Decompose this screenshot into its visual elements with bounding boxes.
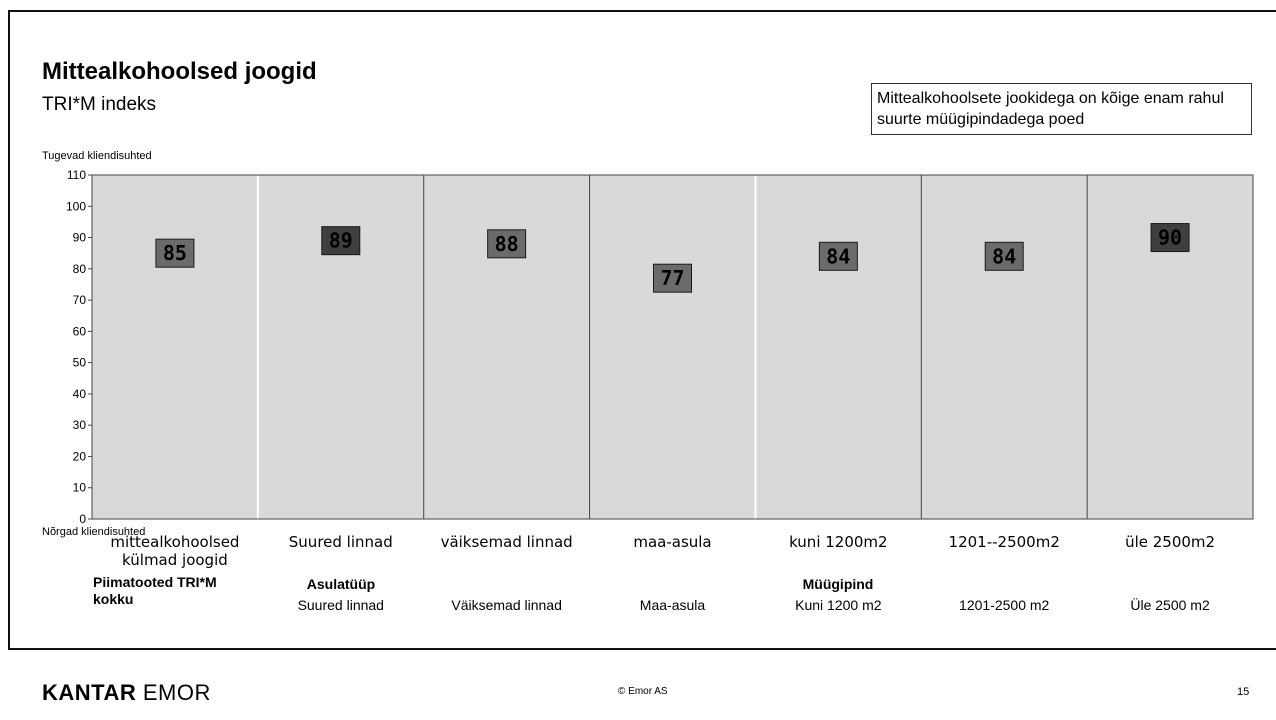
chart-panel [423,175,590,519]
category-label-line: mittealkohoolsed [110,533,240,551]
data-label: 84 [992,244,1016,268]
group-label-total: Piimatooted TRI*M kokku [93,574,217,608]
data-point-marker [653,263,692,293]
axis-bottom-label: Nõrgad kliendisuhted [42,526,146,538]
category-label: maa-asula [590,533,756,551]
page-subtitle: TRI*M indeks [42,94,157,115]
group-label-total-line1: Piimatooted TRI*M [93,574,217,590]
category-label-line: 1201--2500m2 [948,533,1060,551]
category-label: Suured linnad [258,533,424,551]
group-label-total-line2: kokku [93,591,134,607]
callout-box: Mittealkohoolsete jookidega on kõige ena… [871,83,1252,135]
y-tick-label: 90 [73,231,87,245]
data-label: 85 [163,241,187,265]
data-point-marker [1150,223,1190,253]
kantar-emor-logo: KANTAR EMOR [42,680,211,706]
slide-frame [8,10,1276,650]
logo-bold-text: KANTAR [42,680,137,705]
sub-label: Väiksemad linnad [451,597,562,613]
data-point-marker [818,241,858,271]
data-label: 84 [826,244,850,268]
category-label-line: Suured linnad [288,533,393,551]
category-label-line: kuni 1200m2 [789,533,888,551]
category-label-line: üle 2500m2 [1125,533,1216,551]
sub-label: Kuni 1200 m2 [795,597,882,613]
axis-top-label: Tugevad kliendisuhted [42,150,152,162]
y-tick-label: 30 [73,418,87,432]
sub-label: Üle 2500 m2 [1130,597,1210,613]
data-point-marker [321,226,361,256]
data-label: 89 [329,229,353,253]
chart-panel [589,175,756,519]
data-point-marker [984,241,1024,271]
category-label-line: külmad joogid [122,551,228,569]
y-tick-label: 60 [73,324,87,338]
data-point-marker [155,238,195,268]
data-label: 77 [660,266,684,290]
group-label-settlement: Asulatüüp [306,576,376,592]
page-title: Mittealkohoolsed joogid [42,58,317,85]
y-tick-label: 100 [66,199,86,213]
chart-panel [755,175,922,519]
y-tick-label: 50 [73,356,87,370]
y-tick-label: 0 [79,512,86,526]
chart-panel [92,175,258,519]
category-label: kuni 1200m2 [755,533,921,551]
y-tick-label: 40 [73,387,87,401]
plot-frame [91,174,1254,520]
logo-rest-text: EMOR [142,680,211,705]
category-label: mittealkohoolsed külmad joogid [92,533,258,569]
sub-label: Suured linnad [297,597,384,613]
copyright: © Emor AS [618,686,668,697]
data-point-marker [487,229,527,259]
sub-label: 1201-2500 m2 [959,597,1050,613]
group-label-sales-area: Müügipind [802,576,874,592]
category-label: üle 2500m2 [1087,533,1253,551]
data-label: 90 [1158,226,1182,250]
y-tick-label: 20 [73,449,87,463]
category-label-line: väiksemad linnad [440,533,573,551]
chart-panel [921,175,1088,519]
y-tick-label: 10 [73,481,87,495]
y-tick-label: 70 [73,293,87,307]
y-tick-label: 80 [73,262,87,276]
category-label-line: maa-asula [633,533,712,551]
category-label: 1201--2500m2 [921,533,1087,551]
data-label: 88 [495,232,519,256]
page-number: 15 [1237,686,1250,698]
sub-label: Maa-asula [639,597,706,613]
y-tick-label: 110 [67,168,86,182]
category-label: väiksemad linnad [424,533,590,551]
